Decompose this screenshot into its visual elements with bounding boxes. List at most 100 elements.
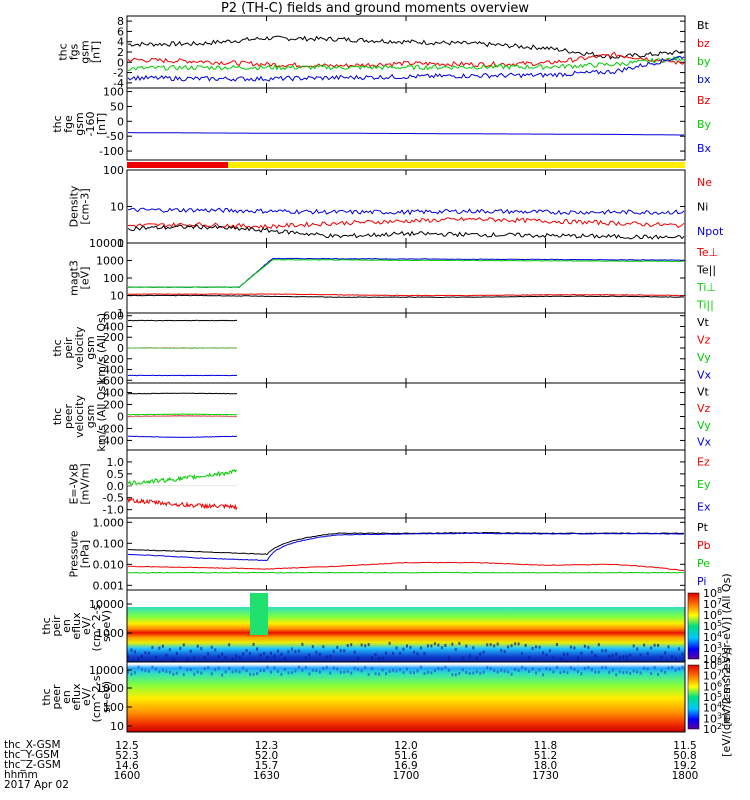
panel-9-noise [217, 654, 220, 658]
panel-9-noise [385, 651, 388, 655]
panel-9-noise [325, 655, 328, 659]
panel-10-noise [632, 669, 635, 673]
panel-6-legend-3: Vx [697, 436, 712, 449]
panel-9-noise [542, 651, 545, 655]
panel-10-noise [193, 672, 196, 676]
panel-4-legend-0: Te⊥ [696, 246, 718, 259]
panel-10-noise [681, 665, 684, 669]
panel-10-noise [196, 670, 199, 674]
panel-3-series-Ne [127, 216, 685, 230]
panel-10-noise [590, 668, 593, 672]
panel-10-ylabel-line: (cm^2-s- [90, 672, 103, 723]
panel-3-series-Npot [127, 224, 685, 240]
panel-1-series-by [127, 55, 685, 71]
panel-5-ytick-label: 200 [103, 331, 124, 344]
panel-3-legend-1: Ni [697, 201, 708, 214]
panel-10-noise [137, 665, 140, 669]
panel-9-noise [235, 654, 238, 658]
panel-10-ylabel-line: eV/ [80, 688, 93, 706]
panel-7-ytick-label: 0.0 [107, 480, 125, 493]
panel-10-noise [461, 668, 464, 672]
panel-9-noise [346, 644, 349, 648]
eph-value-r0: 11.5 [673, 740, 696, 752]
panel-10-noise [144, 669, 147, 673]
panel-10-noise [203, 667, 206, 671]
panel-9-noise [161, 644, 164, 648]
panel-8-series-Pb [127, 561, 685, 572]
eph-value-r2: 18.0 [534, 760, 557, 772]
panel-9-noise [263, 652, 266, 656]
panel-10-noise [664, 670, 667, 674]
panel-2-ylabel-line: fge [62, 115, 75, 133]
panel-9-noise [168, 648, 171, 652]
panel-6-legend-1: Vz [697, 402, 711, 415]
panel-9-noise [569, 645, 572, 649]
panel-9-noise [548, 649, 551, 653]
panel-10-noise [562, 670, 565, 674]
panel-9-noise [203, 656, 206, 660]
panel-9-ylabel-line: eflux [70, 612, 83, 640]
panel-9-noise [566, 652, 569, 656]
panel-10-noise [168, 670, 171, 674]
panel-9-noise [423, 652, 426, 656]
panel-3-ytick-label: 1 [117, 237, 124, 250]
panel-1-legend-3: bx [697, 73, 711, 86]
panel-10-noise [161, 668, 164, 672]
panel-9-noise [224, 656, 227, 660]
panel-10-noise [357, 667, 360, 671]
panel-10-noise [172, 672, 175, 676]
panel-10-noise [147, 669, 150, 673]
panel-10-noise [343, 670, 346, 674]
panel-9-noise [507, 645, 510, 649]
panel-9-ylabel-line: thc [40, 617, 53, 634]
panel-9-noise [643, 643, 646, 647]
panel-4-ytick-label: 10 [110, 290, 124, 303]
panel-6-ylabel-line: velocity [73, 395, 86, 438]
panel-10-noise [458, 671, 461, 675]
panel-10-noise [629, 671, 632, 675]
panel-5-series-Vt [127, 319, 238, 322]
panel-9-noise [629, 653, 632, 657]
eph-value-r1: 51.6 [394, 750, 418, 762]
panel-9-noise [451, 642, 454, 646]
panel-9-ytick-label: 1000 [96, 627, 124, 640]
panel-10-noise [423, 672, 426, 676]
panel-9-noise [493, 644, 496, 648]
panel-7-ytick-label: -0.5 [103, 492, 124, 505]
panel-9-noise [399, 651, 402, 655]
panel-10-noise [472, 671, 475, 675]
panel-10-noise [385, 672, 388, 676]
panel-10-noise [256, 671, 259, 675]
panel-9-noise [426, 644, 429, 648]
panel-9-noise [514, 642, 517, 646]
plot-title: P2 (TH-C) fields and ground moments over… [220, 1, 530, 16]
panel-9-noise [660, 655, 663, 659]
panel-9-noise [580, 651, 583, 655]
panel-5-ytick-label: 600 [103, 310, 124, 323]
panel-10-noise [503, 669, 506, 673]
panel-5-legend-2: Vy [697, 351, 711, 364]
panel-10-noise [182, 672, 185, 676]
panel-2-legend-2: Bx [697, 142, 712, 155]
panel-9-noise [207, 652, 210, 656]
panel-1-legend-0: Bt [697, 19, 710, 32]
panel-10-noise [545, 667, 548, 671]
panel-4-series-Ti|| [127, 259, 685, 288]
panel-10-noise [583, 666, 586, 670]
panel-10-noise [646, 667, 649, 671]
panel-6-series-Vx [127, 435, 238, 439]
panel-10-noise [322, 666, 325, 670]
eph-value-r0: 12.5 [115, 740, 138, 752]
panel-5-ytick-label: -600 [99, 374, 124, 387]
panel-10-noise [374, 672, 377, 676]
panel-10-noise [276, 669, 279, 673]
panel-10-noise [228, 666, 231, 670]
panel-8-ytick-label: 1.000 [93, 516, 125, 529]
panel-2-ytick-label: 50 [110, 100, 124, 113]
panel-9-noise [395, 646, 398, 650]
panel-9-noise [604, 649, 607, 653]
panel-10-noise [433, 669, 436, 673]
panel-2-ytick-label: 0 [117, 115, 124, 128]
panel-9-noise [231, 657, 234, 661]
panel-7-legend-2: Ex [697, 501, 711, 514]
